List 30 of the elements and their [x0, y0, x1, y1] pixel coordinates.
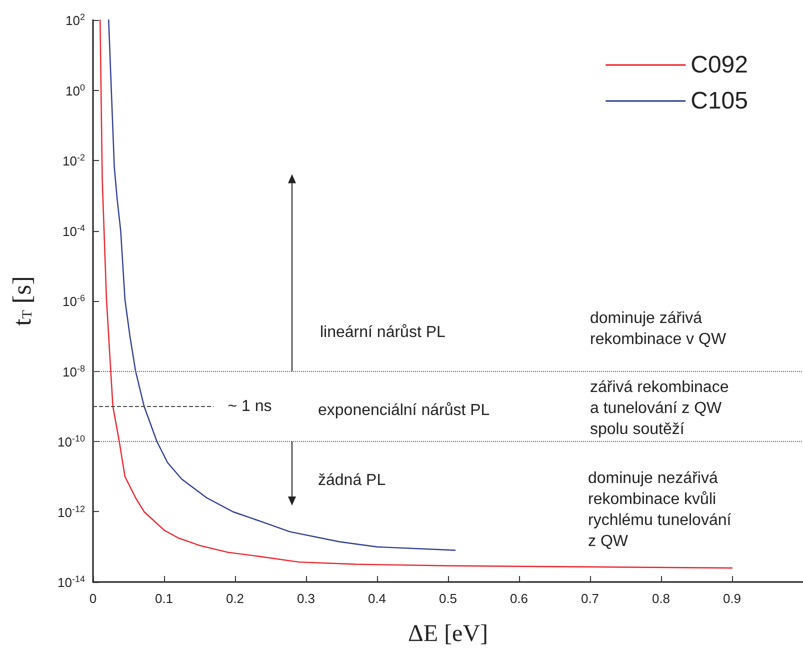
legend-label: C092: [690, 52, 748, 78]
y-tick-label: 10$^{-14}$: [58, 574, 85, 590]
x-tick-label: 0.2: [226, 591, 244, 606]
y-axis-title: tT [s]: [8, 276, 36, 326]
x-tick-label: 0.9: [722, 591, 742, 606]
x-tick-label: 0.4: [368, 591, 386, 606]
y-tick-label: 10$^{-4}$: [62, 222, 85, 239]
legend-label: C105: [690, 88, 748, 114]
annotation: exponenciální nárůst PL: [318, 402, 490, 419]
x-tick-label: 0.7: [580, 591, 600, 606]
y-tick-label: 10$^{-8}$: [62, 363, 85, 380]
y-tick-label: 10$^{0}$: [66, 82, 85, 98]
y-tick-label: 10$^{2}$: [66, 12, 85, 28]
y-tick-label: 10$^{-10}$: [58, 434, 85, 450]
x-tick-label: 0.1: [154, 591, 174, 606]
x-tick-label: 0.5: [438, 591, 458, 606]
annotation: zářivá rekombinace a tunelování z QW spolu soutěží: [590, 379, 729, 438]
x-axis-title: ΔE [eV]: [408, 621, 488, 647]
annotation: dominuje zářivá rekombinace v QW: [590, 310, 727, 348]
x-tick-label: 0.8: [652, 591, 670, 606]
ref-line-label: ~ 1 ns: [228, 398, 272, 415]
x-tick-label: 0.3: [296, 591, 316, 606]
y-tick-label: 10$^{-12}$: [58, 504, 85, 520]
y-tick-label: 10$^{-2}$: [62, 152, 85, 168]
y-tick-label: 10$^{-6}$: [62, 293, 85, 309]
annotation: dominuje nezářivá rekombinace kvůli rychlému tunelování z QW: [588, 470, 732, 550]
x-tick-label: 0.6: [510, 591, 528, 606]
x-tick-label: 0: [89, 591, 97, 606]
annotation: lineární nárůst PL: [320, 324, 446, 341]
annotation: žádná PL: [318, 472, 386, 489]
